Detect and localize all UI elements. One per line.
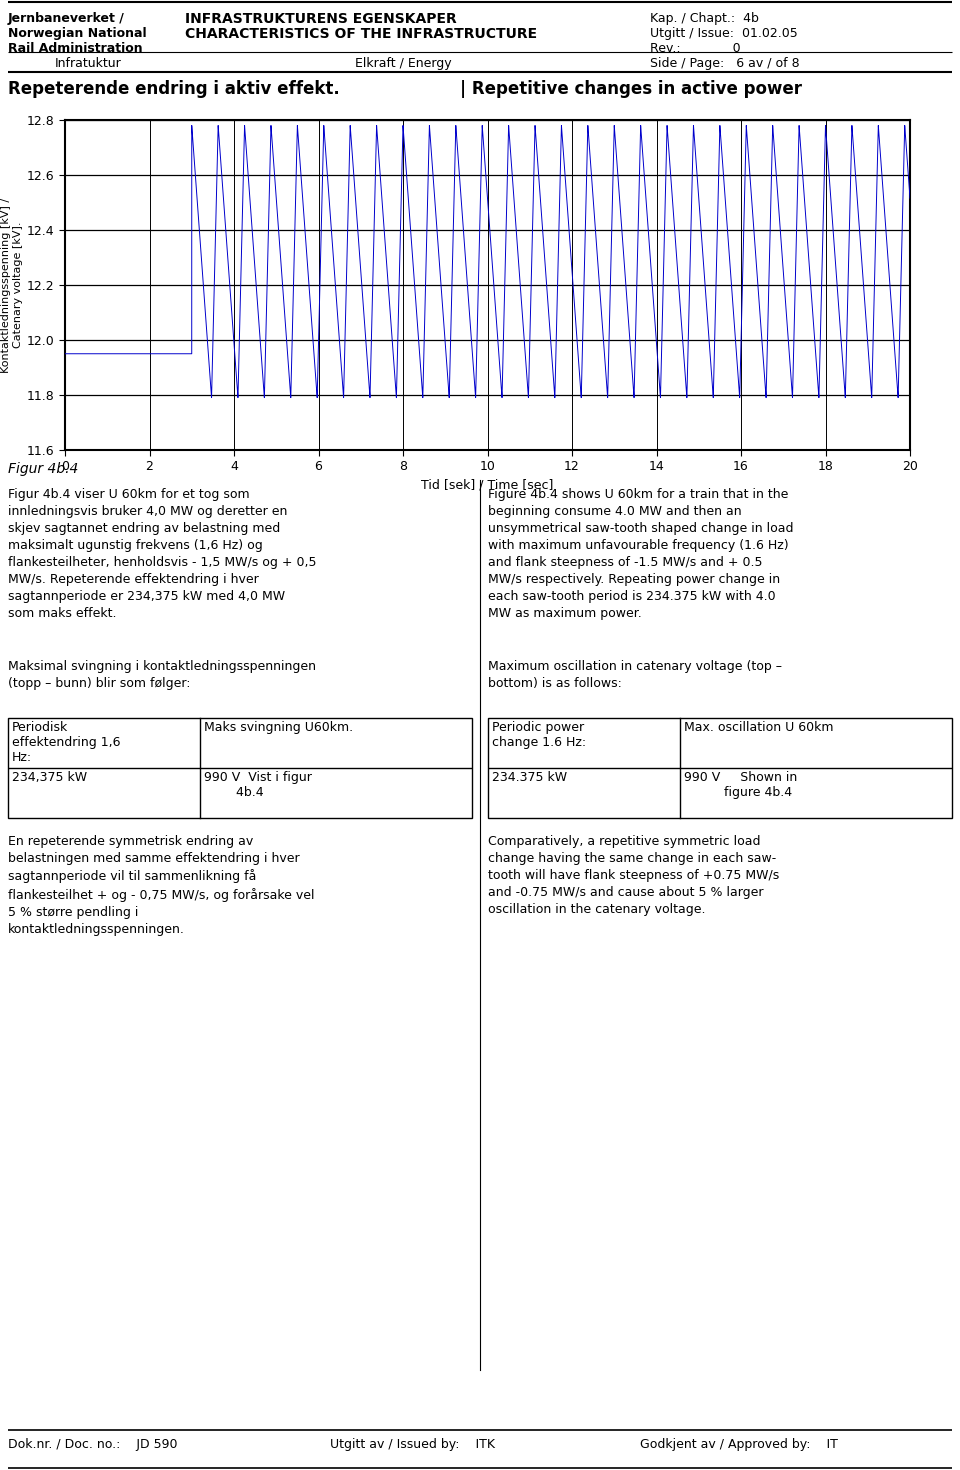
Text: CHARACTERISTICS OF THE INFRASTRUCTURE: CHARACTERISTICS OF THE INFRASTRUCTURE xyxy=(185,26,538,41)
Text: Figur 4b.4 viser U 60km for et tog som
innledningsvis bruker 4,0 MW og deretter : Figur 4b.4 viser U 60km for et tog som i… xyxy=(8,488,317,620)
Text: 990 V     Shown in
          figure 4b.4: 990 V Shown in figure 4b.4 xyxy=(684,770,797,800)
Text: Figure 4b.4 shows U 60km for a train that in the
beginning consume 4.0 MW and th: Figure 4b.4 shows U 60km for a train tha… xyxy=(488,488,794,620)
Text: Side / Page:   6 av / of 8: Side / Page: 6 av / of 8 xyxy=(650,57,800,71)
Text: Periodisk
effektendring 1,6
Hz:: Periodisk effektendring 1,6 Hz: xyxy=(12,720,121,764)
Y-axis label: Kontaktledningsspenning [kV] /
Catenary voltage [kV].: Kontaktledningsspenning [kV] / Catenary … xyxy=(1,197,23,372)
Text: Maximum oscillation in catenary voltage (top –
bottom) is as follows:: Maximum oscillation in catenary voltage … xyxy=(488,660,782,689)
Text: Periodic power
change 1.6 Hz:: Periodic power change 1.6 Hz: xyxy=(492,720,587,750)
Text: Godkjent av / Approved by:    IT: Godkjent av / Approved by: IT xyxy=(640,1438,838,1451)
Bar xyxy=(8,717,472,817)
Text: Repeterende endring i aktiv effekt.: Repeterende endring i aktiv effekt. xyxy=(8,79,340,98)
Text: Maksimal svingning i kontaktledningsspenningen
(topp – bunn) blir som følger:: Maksimal svingning i kontaktledningsspen… xyxy=(8,660,316,689)
Text: Figur 4b.4: Figur 4b.4 xyxy=(8,462,79,476)
Text: Maks svingning U60km.: Maks svingning U60km. xyxy=(204,720,353,734)
Text: Rev.:             0: Rev.: 0 xyxy=(650,43,740,54)
Text: Utgitt / Issue:  01.02.05: Utgitt / Issue: 01.02.05 xyxy=(650,26,798,40)
Text: Comparatively, a repetitive symmetric load
change having the same change in each: Comparatively, a repetitive symmetric lo… xyxy=(488,835,780,916)
Text: Jernbaneverket /: Jernbaneverket / xyxy=(8,12,125,25)
X-axis label: Tid [sek] / Time [sec]: Tid [sek] / Time [sec] xyxy=(421,479,554,492)
Bar xyxy=(488,717,952,817)
Text: Kap. / Chapt.:  4b: Kap. / Chapt.: 4b xyxy=(650,12,758,25)
Text: Utgitt av / Issued by:    ITK: Utgitt av / Issued by: ITK xyxy=(330,1438,495,1451)
Text: En repeterende symmetrisk endring av
belastningen med samme effektendring i hver: En repeterende symmetrisk endring av bel… xyxy=(8,835,315,936)
Text: INFRASTRUKTURENS EGENSKAPER: INFRASTRUKTURENS EGENSKAPER xyxy=(185,12,457,26)
Text: 234.375 kW: 234.375 kW xyxy=(492,770,567,784)
Text: Max. oscillation U 60km: Max. oscillation U 60km xyxy=(684,720,833,734)
Text: 234,375 kW: 234,375 kW xyxy=(12,770,87,784)
Text: | Repetitive changes in active power: | Repetitive changes in active power xyxy=(460,79,802,98)
Text: Elkraft / Energy: Elkraft / Energy xyxy=(355,57,451,71)
Text: 990 V  Vist i figur
        4b.4: 990 V Vist i figur 4b.4 xyxy=(204,770,312,800)
Text: Dok.nr. / Doc. no.:    JD 590: Dok.nr. / Doc. no.: JD 590 xyxy=(8,1438,178,1451)
Text: Rail Administration: Rail Administration xyxy=(8,43,143,54)
Text: Infratuktur: Infratuktur xyxy=(55,57,122,71)
Text: Norwegian National: Norwegian National xyxy=(8,26,147,40)
